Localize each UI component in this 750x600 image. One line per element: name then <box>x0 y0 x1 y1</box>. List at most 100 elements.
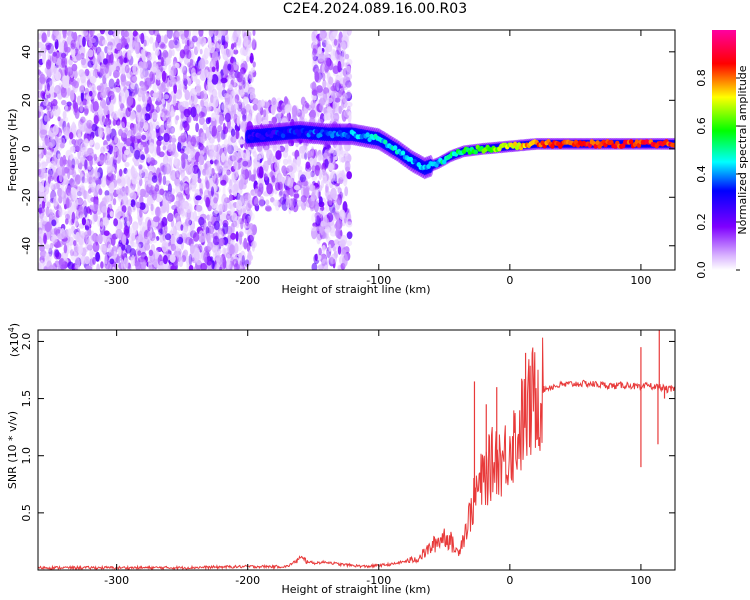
noise-blob <box>93 115 99 125</box>
noise-blob <box>65 198 72 208</box>
noise-blob <box>287 155 292 163</box>
noise-blob <box>135 236 140 245</box>
noise-blob <box>176 250 183 258</box>
noise-blob <box>87 49 94 58</box>
noise-blob <box>121 67 126 75</box>
noise-blob <box>149 52 157 62</box>
noise-blob <box>110 171 115 183</box>
noise-blob <box>144 143 149 155</box>
noise-blob <box>244 193 250 202</box>
noise-blob <box>211 51 219 62</box>
spectrogram-heatmap <box>38 30 675 270</box>
noise-blob <box>324 57 331 69</box>
noise-blob <box>328 256 335 265</box>
noise-blob <box>191 94 198 105</box>
noise-blob <box>198 154 204 166</box>
noise-blob <box>317 180 321 189</box>
noise-blob <box>94 172 99 181</box>
noise-blob <box>41 32 47 43</box>
noise-blob <box>125 168 133 179</box>
noise-blob <box>242 96 249 105</box>
noise-blob <box>120 73 126 83</box>
colorbar-tick-label: 0.8 <box>695 69 708 87</box>
noise-blob <box>62 165 66 177</box>
noise-blob <box>52 124 59 136</box>
noise-blob <box>230 90 236 96</box>
noise-blob <box>233 191 238 197</box>
noise-blob <box>238 136 243 146</box>
noise-blob <box>138 230 143 240</box>
noise-blob <box>216 42 220 49</box>
noise-blob <box>324 264 328 270</box>
noise-blob <box>216 83 223 91</box>
noise-blob <box>180 153 186 163</box>
noise-blob <box>249 55 254 62</box>
noise-blob <box>66 159 73 168</box>
noise-blob <box>268 153 275 164</box>
noise-blob <box>143 122 149 132</box>
noise-blob <box>310 99 316 110</box>
noise-blob <box>69 177 74 188</box>
noise-blob <box>210 94 214 104</box>
noise-blob <box>272 199 280 207</box>
noise-blob <box>79 101 84 113</box>
noise-blob <box>166 30 173 39</box>
noise-blob <box>47 42 54 54</box>
noise-blob <box>223 212 229 220</box>
noise-blob <box>62 110 67 119</box>
noise-blob <box>344 160 351 173</box>
noise-blob <box>39 84 43 91</box>
noise-blob <box>173 39 180 49</box>
noise-blob <box>139 259 147 270</box>
noise-blob <box>199 57 206 70</box>
noise-blob <box>206 180 210 190</box>
noise-blob <box>38 145 42 155</box>
noise-blob <box>76 95 82 106</box>
noise-blob <box>335 198 341 211</box>
noise-blob <box>313 30 318 37</box>
noise-blob <box>152 42 156 52</box>
noise-blob <box>315 104 323 112</box>
noise-blob <box>149 224 154 234</box>
noise-blob <box>240 194 245 206</box>
noise-blob <box>170 110 175 117</box>
noise-blob <box>125 107 131 118</box>
noise-blob <box>162 145 167 151</box>
noise-blob <box>224 112 231 123</box>
noise-blob <box>321 244 326 252</box>
noise-blob <box>259 196 265 208</box>
noise-blob <box>205 196 211 208</box>
noise-blob <box>38 161 41 168</box>
noise-blob <box>78 204 84 216</box>
noise-blob <box>229 244 236 255</box>
noise-blob <box>211 112 217 122</box>
noise-blob <box>60 264 67 270</box>
noise-blob <box>244 49 251 59</box>
noise-blob <box>253 173 257 181</box>
noise-blob <box>162 175 167 186</box>
x-tick-label: 0 <box>506 574 513 587</box>
noise-blob <box>156 90 162 102</box>
noise-blob <box>171 61 178 69</box>
noise-blob <box>183 122 190 132</box>
noise-blob <box>245 31 252 38</box>
noise-blob <box>118 194 123 203</box>
noise-blob <box>66 67 74 76</box>
noise-blob <box>186 49 192 60</box>
noise-blob <box>174 170 181 180</box>
noise-blob <box>124 127 128 133</box>
noise-blob <box>167 183 172 195</box>
noise-blob <box>209 150 214 160</box>
noise-blob <box>271 116 278 124</box>
noise-blob <box>223 92 230 98</box>
noise-blob <box>41 111 45 117</box>
noise-blob <box>326 106 333 113</box>
noise-blob <box>216 145 220 153</box>
noise-blob <box>45 76 50 84</box>
noise-blob <box>92 83 96 94</box>
noise-blob <box>218 114 224 126</box>
noise-blob <box>297 112 303 118</box>
snr-y-ticks: 0.51.01.52.0 <box>20 333 675 522</box>
noise-blob <box>126 37 130 43</box>
noise-blob <box>123 79 128 91</box>
